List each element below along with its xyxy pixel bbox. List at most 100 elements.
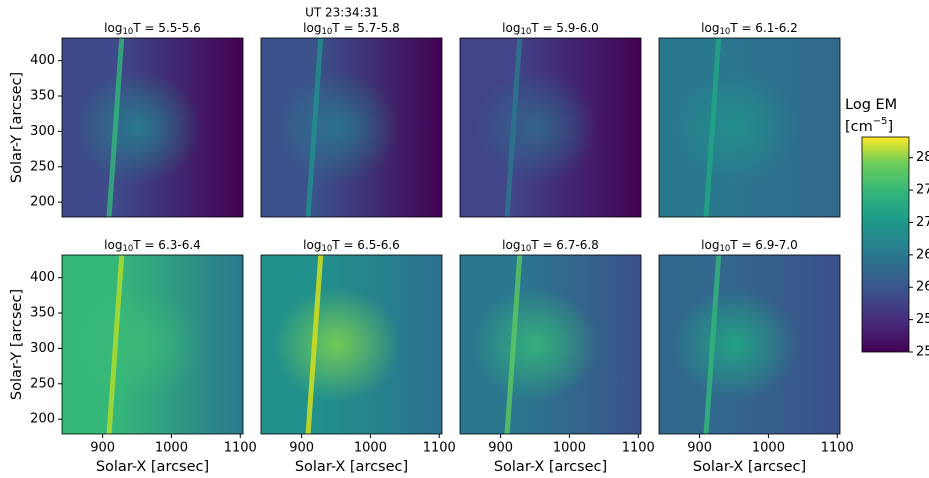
title-part: log: [502, 21, 520, 35]
title-part: T = 6.7-6.8: [530, 238, 599, 252]
y-tick-label: 400: [30, 53, 55, 68]
em-image: [460, 38, 641, 217]
em-image: [62, 38, 243, 217]
colorbar-tick-label: 27.5: [916, 183, 929, 198]
title-part: T = 5.9-6.0: [530, 21, 599, 35]
x-tick-label: 900: [289, 441, 314, 456]
x-axis-label: Solar-X [arcsec]: [494, 459, 607, 475]
y-tick-label: 300: [30, 341, 55, 356]
solar-limb: [106, 38, 125, 217]
plot-frame: [459, 254, 642, 435]
title-part: log: [502, 238, 520, 252]
y-tick-label: 250: [30, 376, 55, 391]
em-glow: [472, 70, 600, 185]
colorbar-tick-label: 25.5: [916, 312, 929, 327]
title-subscript: 10: [520, 27, 531, 37]
em-image: [460, 255, 641, 434]
title-part: T = 6.3-6.4: [132, 238, 201, 252]
solar-limb: [703, 38, 722, 217]
title-subscript: 10: [321, 244, 332, 254]
x-tick-label: 1000: [354, 441, 387, 456]
panel-title: log10T = 6.5-6.6: [303, 238, 400, 254]
title-subscript: 10: [321, 27, 332, 37]
plot-frame: [658, 37, 841, 218]
plot-frame: [658, 254, 841, 435]
figure-title: UT 23:34:31: [305, 6, 379, 20]
solar-limb: [305, 255, 324, 434]
x-tick-label: 1100: [622, 441, 655, 456]
title-part: T = 6.5-6.6: [331, 238, 400, 252]
panel-title: log10T = 6.9-7.0: [701, 238, 798, 254]
title-part: T = 6.1-6.2: [729, 21, 798, 35]
x-tick-label: 1000: [752, 441, 785, 456]
title-part: log: [701, 238, 719, 252]
y-tick-label: 300: [30, 124, 55, 139]
colorbar-tick-label: 28.0: [916, 150, 929, 165]
em-image: [659, 255, 840, 434]
em-image: [659, 38, 840, 217]
title-subscript: 10: [520, 244, 531, 254]
x-tick-label: 1100: [423, 441, 456, 456]
em-image: [261, 255, 442, 434]
solar-limb: [504, 38, 523, 217]
title-subscript: 10: [719, 27, 730, 37]
em-glow: [273, 70, 401, 185]
colorbar-tick-label: 26.5: [916, 247, 929, 262]
solar-limb: [703, 255, 722, 434]
plot-frame: [61, 37, 244, 218]
plot-frame: [459, 37, 642, 218]
colorbar-tick-label: 27.0: [916, 215, 929, 230]
panel-title: log10T = 5.5-5.6: [104, 21, 201, 37]
solar-limb: [504, 255, 523, 434]
title-subscript: 10: [122, 244, 133, 254]
panel-title: log10T = 6.7-6.8: [502, 238, 599, 254]
colorbar: [861, 136, 910, 353]
em-glow: [472, 287, 600, 402]
x-tick-label: 1000: [155, 441, 188, 456]
plot-frame: [61, 254, 244, 435]
y-tick-label: 400: [30, 270, 55, 285]
y-axis-label: Solar-Y [arcsec]: [9, 289, 25, 400]
panel-title: log10T = 5.9-6.0: [502, 21, 599, 37]
x-tick-label: 1100: [821, 441, 854, 456]
unit-superscript: −5: [873, 116, 888, 127]
panel-title: log10T = 6.1-6.2: [701, 21, 798, 37]
colorbar-tick-label: 25.0: [916, 345, 929, 360]
x-axis-label: Solar-X [arcsec]: [96, 459, 209, 475]
x-tick-label: 1000: [553, 441, 586, 456]
em-glow: [671, 70, 799, 185]
y-tick-label: 250: [30, 159, 55, 174]
y-tick-label: 350: [30, 89, 55, 104]
solar-limb: [305, 38, 324, 217]
em-glow: [671, 287, 799, 402]
y-tick-label: 200: [30, 412, 55, 427]
x-tick-label: 900: [90, 441, 115, 456]
title-part: T = 6.9-7.0: [729, 238, 798, 252]
x-tick-label: 900: [488, 441, 513, 456]
title-subscript: 10: [719, 244, 730, 254]
em-image: [62, 255, 243, 434]
x-tick-label: 900: [687, 441, 712, 456]
panel-title: log10T = 5.7-5.8: [303, 21, 400, 37]
title-part: T = 5.5-5.6: [132, 21, 201, 35]
y-axis-label: Solar-Y [arcsec]: [9, 72, 25, 183]
title-part: log: [701, 21, 719, 35]
em-glow: [74, 287, 202, 402]
em-image: [261, 38, 442, 217]
em-glow: [273, 287, 401, 402]
colorbar-tick-label: 26.0: [916, 280, 929, 295]
title-part: log: [303, 21, 321, 35]
colorbar-unit: [cm−5]: [845, 116, 893, 135]
unit-part: [cm: [845, 119, 873, 135]
plot-frame: [260, 37, 443, 218]
title-part: log: [104, 238, 122, 252]
title-subscript: 10: [122, 27, 133, 37]
title-part: T = 5.7-5.8: [331, 21, 400, 35]
unit-part: ]: [888, 119, 894, 135]
em-glow: [74, 70, 202, 185]
y-tick-label: 350: [30, 306, 55, 321]
title-part: log: [303, 238, 321, 252]
plot-frame: [260, 254, 443, 435]
x-axis-label: Solar-X [arcsec]: [295, 459, 408, 475]
